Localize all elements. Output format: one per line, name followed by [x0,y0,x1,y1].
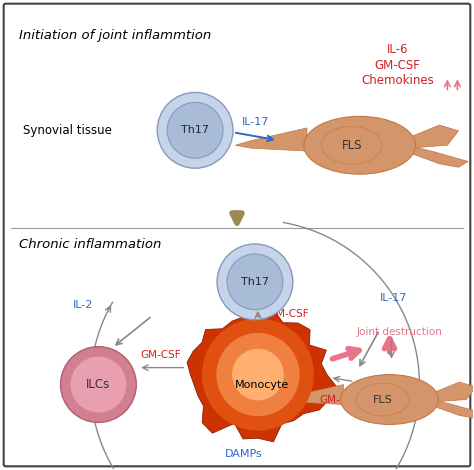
Text: Monocyte: Monocyte [235,380,289,390]
Circle shape [232,349,284,400]
Polygon shape [428,382,474,402]
Text: GM-CSF: GM-CSF [319,394,360,405]
Text: IL-2: IL-2 [73,300,93,310]
FancyBboxPatch shape [4,4,470,466]
Circle shape [227,254,283,310]
Circle shape [216,333,300,416]
Circle shape [157,93,233,168]
Text: Chemokines: Chemokines [361,74,434,87]
Text: IL-17: IL-17 [380,293,407,303]
Circle shape [217,244,293,320]
Polygon shape [235,128,307,151]
Text: Th17: Th17 [241,277,269,287]
Circle shape [202,319,314,431]
Text: Initiation of joint inflammtion: Initiation of joint inflammtion [18,29,211,42]
Polygon shape [404,145,468,167]
Text: Th17: Th17 [181,125,209,135]
Ellipse shape [304,117,416,174]
Text: FLS: FLS [373,394,392,405]
Text: ILCs: ILCs [86,378,110,391]
Polygon shape [428,400,474,418]
Ellipse shape [356,384,409,415]
Circle shape [71,357,127,413]
Text: FLS: FLS [341,139,362,152]
Text: Joint destruction: Joint destruction [356,327,442,337]
Ellipse shape [321,126,382,164]
Circle shape [167,102,223,158]
Polygon shape [281,384,344,405]
Text: GM-CSF: GM-CSF [268,309,309,319]
Text: DAMPs: DAMPs [225,449,263,459]
Circle shape [61,347,137,423]
Polygon shape [187,309,338,442]
Polygon shape [404,125,458,148]
Text: Chronic inflammation: Chronic inflammation [18,238,161,251]
Text: GM-CSF: GM-CSF [140,350,181,360]
Text: Synovial tissue: Synovial tissue [23,124,111,137]
Text: GM-CSF: GM-CSF [374,59,420,71]
Ellipse shape [341,375,438,424]
Text: IL-6: IL-6 [387,43,408,55]
Text: IL-17: IL-17 [242,118,270,127]
